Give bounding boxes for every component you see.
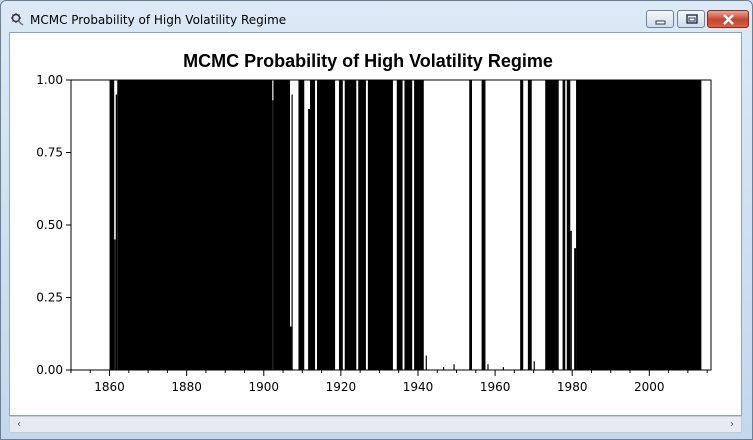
- probability-bar: [453, 364, 455, 370]
- probability-bar: [562, 80, 566, 370]
- close-icon: [723, 14, 734, 25]
- y-tick-label: 0.25: [36, 291, 63, 305]
- x-tick-label: 1880: [171, 380, 202, 394]
- bar-series: [109, 80, 702, 371]
- minimize-button[interactable]: [646, 10, 674, 28]
- x-tick-label: 1940: [403, 380, 434, 394]
- chart-title: MCMC Probability of High Volatility Regi…: [183, 51, 553, 71]
- probability-bar: [298, 80, 305, 370]
- probability-bar: [533, 361, 535, 370]
- probability-bar: [566, 80, 571, 370]
- chart-area: MCMC Probability of High Volatility Regi…: [9, 32, 742, 416]
- y-tick-label: 0.00: [36, 363, 63, 377]
- probability-bar: [358, 80, 366, 370]
- probability-bar: [443, 367, 445, 370]
- maximize-icon: [686, 14, 698, 24]
- probability-bar: [425, 355, 427, 370]
- y-tick-label: 1.00: [36, 73, 63, 87]
- x-tick-label: 1980: [557, 380, 588, 394]
- probability-bar: [367, 80, 393, 370]
- scroll-right-icon[interactable]: ›: [730, 419, 734, 430]
- probability-bar: [291, 94, 293, 370]
- horizontal-scrollbar[interactable]: ‹ ›: [9, 416, 742, 433]
- probability-bar: [545, 80, 559, 370]
- title-bar[interactable]: MCMC Probability of High Volatility Regi…: [1, 1, 752, 32]
- probability-bar: [396, 80, 403, 370]
- probability-bar: [344, 80, 357, 370]
- minimize-icon: [655, 20, 666, 25]
- x-tick-label: 1920: [326, 380, 357, 394]
- probability-bar: [289, 326, 292, 370]
- probability-bar: [574, 248, 577, 370]
- x-tick-label: 2000: [634, 380, 665, 394]
- probability-bar: [338, 80, 343, 370]
- probability-bar: [414, 80, 424, 370]
- scroll-left-icon[interactable]: ‹: [17, 419, 21, 430]
- probability-bar: [404, 80, 413, 370]
- probability-bar: [272, 100, 274, 371]
- probability-bar: [316, 80, 336, 370]
- probability-bar: [570, 230, 572, 370]
- probability-bar: [109, 80, 115, 370]
- maximize-button[interactable]: [677, 10, 705, 28]
- x-tick-label: 1960: [480, 380, 511, 394]
- probability-bar: [527, 80, 532, 370]
- probability-bar: [117, 80, 273, 370]
- probability-bar: [487, 364, 489, 370]
- probability-bar: [520, 80, 524, 370]
- y-tick-label: 0.50: [36, 218, 63, 232]
- probability-bar: [114, 239, 116, 370]
- x-tick-label: 1860: [94, 380, 125, 394]
- probability-bar: [115, 94, 118, 370]
- axes: 0.00 0.25 0.50 0.75 1.00 1860 1880 1900 1920 1940…: [36, 73, 708, 394]
- close-button[interactable]: [707, 10, 749, 28]
- probability-bar: [502, 367, 504, 370]
- probability-bar: [576, 80, 702, 370]
- probability-bar: [481, 80, 486, 370]
- probability-bar: [273, 80, 290, 370]
- probability-bar: [308, 109, 311, 370]
- probability-bar: [469, 80, 472, 370]
- probability-bar: [310, 80, 316, 370]
- app-gear-icon[interactable]: [10, 11, 24, 26]
- y-tick-label: 0.75: [36, 146, 63, 160]
- probability-chart: MCMC Probability of High Volatility Regi…: [36, 51, 712, 394]
- x-tick-label: 1900: [248, 380, 279, 394]
- window-title: MCMC Probability of High Volatility Regi…: [30, 13, 287, 27]
